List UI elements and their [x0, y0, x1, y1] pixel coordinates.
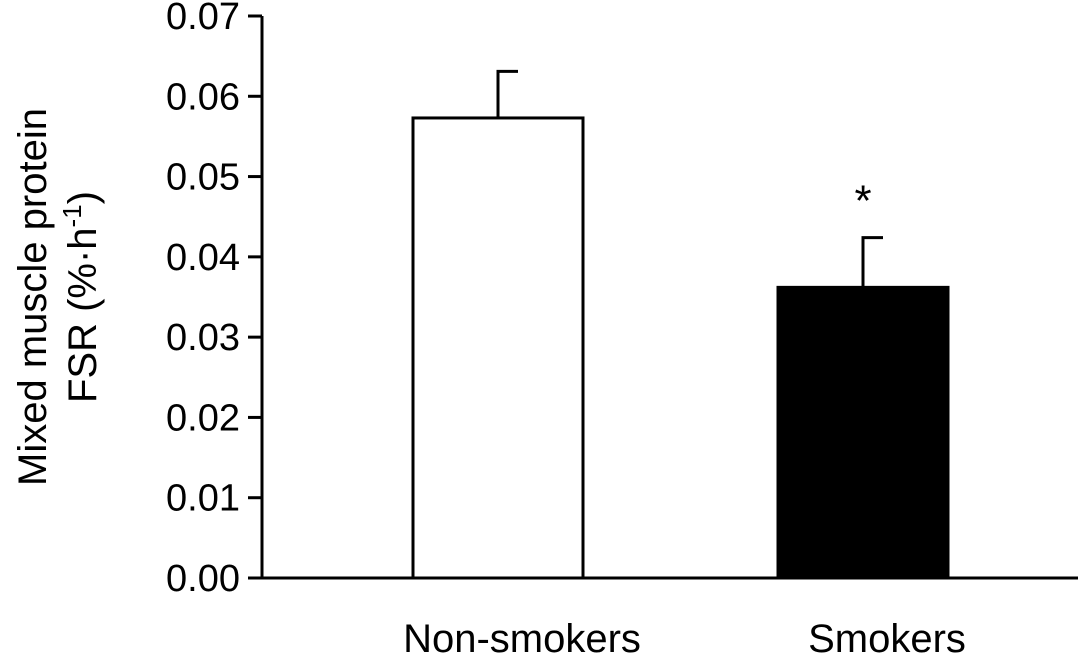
y-tick-label: 0.07: [166, 0, 240, 38]
y-tick-label: 0.05: [166, 157, 240, 199]
bar-smokers: [776, 285, 950, 580]
y-axis-unit-suffix: ): [61, 191, 105, 204]
y-tick-label: 0.06: [166, 76, 240, 118]
y-ticks: 0.00 0.01 0.02 0.03 0.04 0.05 0.06 0.07: [166, 0, 262, 600]
y-tick-label: 0.01: [166, 478, 240, 520]
y-tick-label: 0.03: [166, 317, 240, 359]
y-tick-label: 0.04: [166, 237, 240, 279]
x-labels: Non-smokers Smokers: [403, 617, 966, 656]
x-category-label: Smokers: [808, 617, 966, 656]
bar-non-smokers: [411, 116, 585, 580]
y-axis-unit-superscript: -1: [57, 204, 87, 227]
y-axis-title-line2: FSR (%·h-1): [57, 191, 105, 403]
significance-marker: *: [854, 177, 871, 226]
y-axis-title-line1: Mixed muscle protein: [11, 108, 55, 486]
y-axis-unit-prefix: FSR (%·h: [61, 227, 105, 403]
axes: [260, 16, 1078, 580]
x-category-label: Non-smokers: [403, 617, 641, 656]
y-axis-title: Mixed muscle protein FSR (%·h-1): [11, 108, 105, 486]
bars: *: [411, 69, 950, 580]
y-tick-label: 0.02: [166, 397, 240, 439]
y-tick-label: 0.00: [166, 558, 240, 600]
